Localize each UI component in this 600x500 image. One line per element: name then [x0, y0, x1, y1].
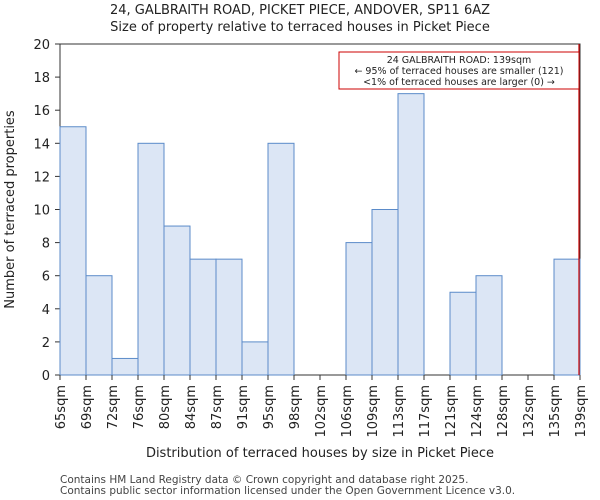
- annotation-line: <1% of terraced houses are larger (0) →: [363, 77, 555, 88]
- y-tick-label: 14: [33, 137, 50, 152]
- bar: [241, 341, 269, 376]
- x-tick-label: 121sqm: [444, 385, 459, 438]
- y-tick-label: 6: [42, 270, 50, 285]
- y-tick-label: 0: [42, 369, 50, 384]
- x-tick-label: 91sqm: [236, 385, 251, 429]
- footer-licence: Contains public sector information licen…: [60, 485, 516, 497]
- bar: [111, 357, 139, 376]
- x-tick-label: 72sqm: [106, 385, 121, 429]
- bar: [85, 275, 113, 376]
- y-tick-label: 4: [42, 303, 50, 318]
- bar: [397, 93, 425, 376]
- bar: [475, 275, 503, 376]
- bar: [137, 142, 165, 376]
- x-tick-label: 135sqm: [548, 385, 563, 438]
- y-tick-label: 18: [33, 71, 50, 86]
- y-tick-label: 20: [33, 38, 50, 53]
- x-tick-label: 80sqm: [158, 385, 173, 429]
- bar: [345, 242, 373, 376]
- footer-copyright: Contains HM Land Registry data © Crown c…: [60, 474, 469, 486]
- x-tick-label: 84sqm: [184, 385, 199, 429]
- x-axis-label: Distribution of terraced houses by size …: [146, 446, 494, 461]
- y-tick-label: 16: [33, 104, 50, 119]
- bar: [371, 209, 399, 376]
- annotation-line: ← 95% of terraced houses are smaller (12…: [354, 66, 563, 77]
- x-tick-label: 95sqm: [262, 385, 277, 429]
- y-tick-label: 2: [42, 336, 50, 351]
- x-tick-label: 139sqm: [574, 385, 589, 438]
- y-axis-label: Number of terraced properties: [3, 110, 18, 309]
- chart-subtitle: Size of property relative to terraced ho…: [110, 20, 490, 35]
- bar: [215, 258, 243, 376]
- annotation-line: 24 GALBRAITH ROAD: 139sqm: [387, 55, 532, 66]
- x-tick-label: 132sqm: [522, 385, 537, 438]
- chart-title-address: 24, GALBRAITH ROAD, PICKET PIECE, ANDOVE…: [109, 3, 491, 18]
- bar: [189, 258, 217, 376]
- bar: [59, 126, 87, 376]
- bar: [449, 291, 477, 376]
- x-tick-label: 109sqm: [366, 385, 381, 438]
- bar: [163, 225, 191, 376]
- bar: [267, 142, 295, 376]
- x-tick-label: 65sqm: [54, 385, 69, 429]
- x-tick-label: 124sqm: [470, 385, 485, 438]
- annotation-box: [338, 51, 580, 90]
- x-tick-label: 76sqm: [132, 385, 147, 429]
- bar: [553, 258, 581, 376]
- y-tick-label: 10: [33, 204, 50, 219]
- y-tick-label: 12: [33, 170, 50, 185]
- x-tick-label: 102sqm: [314, 385, 329, 438]
- y-tick-label: 8: [42, 237, 50, 252]
- x-tick-label: 106sqm: [340, 385, 355, 438]
- x-tick-label: 117sqm: [418, 385, 433, 438]
- x-tick-label: 98sqm: [288, 385, 303, 429]
- x-tick-label: 87sqm: [210, 385, 225, 429]
- x-tick-label: 113sqm: [392, 385, 407, 438]
- x-tick-label: 69sqm: [80, 385, 95, 429]
- x-tick-label: 128sqm: [496, 385, 511, 438]
